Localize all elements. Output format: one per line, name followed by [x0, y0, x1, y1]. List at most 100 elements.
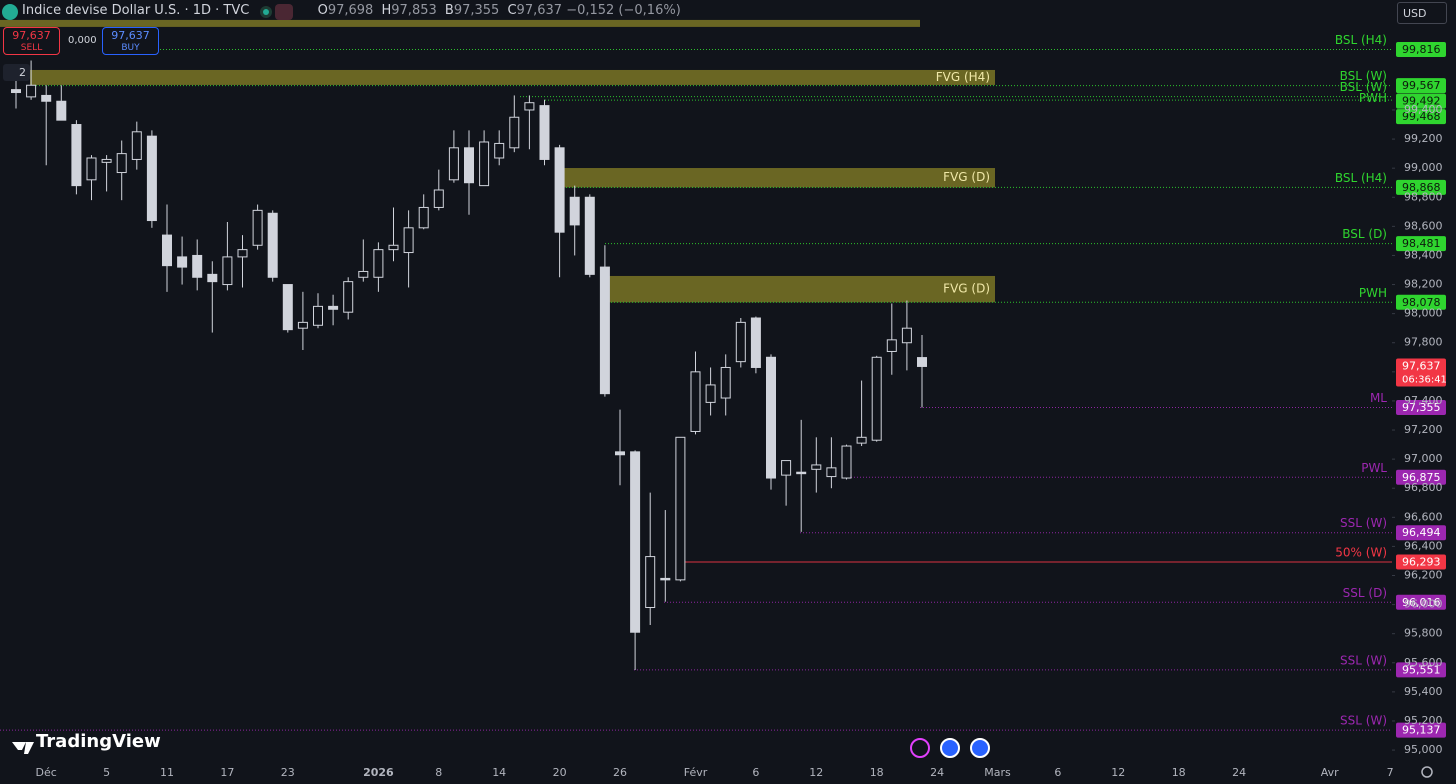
x-tick-label: 14 [492, 766, 506, 779]
event-icon[interactable] [970, 738, 990, 758]
x-tick-label: 2026 [363, 766, 394, 779]
candle-body [675, 436, 686, 581]
ohlc-value: 97,637 [516, 3, 563, 18]
candle-body [237, 249, 248, 258]
candle-body [403, 227, 414, 254]
level-price-label: 99,816 [1402, 43, 1441, 56]
candle-body [524, 102, 535, 111]
collapse-badge[interactable]: 2 [3, 64, 30, 81]
y-tick-label: 98,200 [1404, 278, 1443, 291]
y-tick-label: 95,200 [1404, 714, 1443, 727]
candle-body [539, 105, 550, 160]
level-price-box [1396, 525, 1446, 541]
candle-body [871, 356, 882, 441]
y-tick-label: 99,400 [1404, 103, 1443, 116]
candle-body [856, 436, 867, 444]
candle-body [660, 577, 671, 581]
level-price-box [1396, 93, 1446, 109]
event-icon[interactable] [940, 738, 960, 758]
y-tick-label: 95,400 [1404, 685, 1443, 698]
level-label: BSL (W) [1340, 69, 1387, 83]
candle-body [41, 94, 52, 102]
candle-body [448, 147, 459, 181]
status-dot [263, 9, 269, 15]
x-tick-label: Déc [36, 766, 57, 779]
buy-button[interactable]: 97,637 BUY [102, 27, 159, 55]
level-price-label: 97,355 [1402, 401, 1441, 414]
candle-body [720, 366, 731, 399]
x-tick-label: Avr [1321, 766, 1339, 779]
candle-body [11, 89, 21, 94]
level-price-label: 95,137 [1402, 724, 1441, 737]
level-price-label: 96,293 [1402, 555, 1441, 568]
level-label: 50% (W) [1335, 545, 1387, 559]
candle-body [373, 249, 384, 278]
level-price-box [1396, 722, 1446, 738]
status-icon [275, 4, 293, 20]
candle-body [509, 116, 520, 149]
sell-button[interactable]: 97,637 SELL [3, 27, 60, 55]
candle-body [116, 153, 127, 174]
level-price-label: 98,868 [1402, 181, 1441, 194]
candle-body [131, 131, 142, 160]
x-tick-label: 23 [281, 766, 295, 779]
candle-body [750, 317, 761, 368]
spread: 0,000 [68, 35, 97, 46]
settings-icon[interactable] [1421, 766, 1433, 778]
level-label: BSL (H4) [1335, 33, 1387, 47]
ohlc-value: 97,853 [391, 3, 437, 18]
sell-label: SELL [20, 43, 43, 53]
y-tick-label: 98,800 [1404, 190, 1443, 203]
y-tick-label: 96,800 [1404, 481, 1443, 494]
level-price-box [1396, 294, 1446, 310]
ohlc-key: H [381, 3, 392, 18]
candle-body [71, 124, 82, 187]
x-tick-label: 18 [870, 766, 884, 779]
candle-body [826, 467, 837, 478]
level-label: PWH [1359, 286, 1387, 300]
candle-body [101, 158, 112, 163]
level-price-label: 96,494 [1402, 526, 1441, 539]
candle-body [207, 273, 218, 283]
x-tick-label: 12 [809, 766, 823, 779]
candle-body [584, 196, 595, 275]
y-tick-label: 97,200 [1404, 423, 1443, 436]
level-price-box [1396, 594, 1446, 610]
x-tick-label: 12 [1111, 766, 1125, 779]
currency-select[interactable]: USD [1397, 2, 1447, 24]
candle-body [766, 356, 776, 479]
ohlc-key: C [507, 3, 517, 18]
ohlc-value: 97,698 [327, 3, 374, 18]
buy-label: BUY [121, 43, 140, 53]
sell-price: 97,637 [12, 29, 51, 42]
zones: FVG (H4) FVG (D) FVG (D) [0, 19, 995, 303]
last-price-box [1396, 358, 1446, 387]
level-price-label: 98,078 [1402, 296, 1441, 309]
y-tick-label: 96,000 [1404, 598, 1443, 611]
level-price-box [1396, 109, 1446, 125]
brand: TradingView [36, 731, 161, 752]
y-tick-label: 95,800 [1404, 627, 1443, 640]
level-price-label: 95,551 [1402, 663, 1441, 676]
candle-body [56, 100, 67, 121]
level-label: ML [1370, 391, 1387, 405]
candle-body [494, 142, 505, 159]
candle-body [146, 135, 157, 222]
level-label: SSL (D) [1343, 586, 1387, 600]
candle-body [388, 244, 399, 251]
candle-body [313, 305, 323, 326]
fvg-zone [605, 275, 995, 303]
level-price-box [1396, 236, 1446, 252]
level-price-box [1396, 78, 1446, 94]
candle-body [901, 327, 912, 344]
candle-body [222, 256, 233, 286]
candles [11, 60, 927, 671]
candle-body [599, 266, 610, 395]
level-label: SSL (W) [1340, 714, 1387, 728]
axes: 95,000 95,200 95,400 95,600 95,800 96,000 96,2… [36, 103, 1447, 779]
ohlc-key: O [317, 3, 328, 18]
candle-body [554, 147, 565, 233]
candle-body [177, 256, 188, 268]
event-icon[interactable] [910, 738, 930, 758]
